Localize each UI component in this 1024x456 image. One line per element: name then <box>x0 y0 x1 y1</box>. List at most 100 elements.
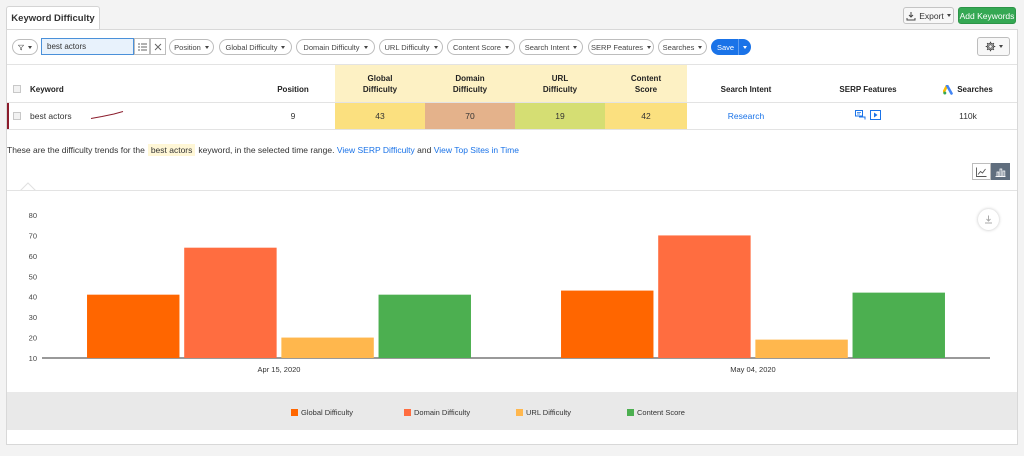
filter-pill-searches[interactable]: Searches <box>658 39 707 55</box>
filter-pill-serp-features[interactable]: SERP Features <box>588 39 654 55</box>
row-global-difficulty: 43 <box>335 103 425 129</box>
filter-pill-search-intent[interactable]: Search Intent <box>519 39 583 55</box>
bar <box>184 247 277 358</box>
filter-funnel-button[interactable] <box>12 39 38 55</box>
y-tick-label: 20 <box>29 334 37 343</box>
chevron-down-icon <box>204 45 209 49</box>
col-header-position[interactable]: Position <box>277 85 309 94</box>
pill-label: URL Difficulty <box>384 42 430 52</box>
pill-label: Position <box>174 42 201 52</box>
list-icon <box>137 43 147 50</box>
bar <box>87 294 180 358</box>
col-header-serp-features[interactable]: SERP Features <box>839 85 897 94</box>
view-serp-difficulty-link[interactable]: View SERP Difficulty <box>336 145 415 155</box>
y-tick-label: 80 <box>29 211 37 220</box>
export-button[interactable]: Export <box>903 7 954 24</box>
clear-search-button[interactable] <box>150 38 166 55</box>
bar <box>852 292 945 358</box>
download-icon <box>906 11 916 20</box>
bar <box>755 339 848 358</box>
legend-label: URL Difficulty <box>526 408 572 417</box>
legend-item[interactable]: URL Difficulty <box>516 408 571 417</box>
legend-swatch <box>404 409 411 416</box>
tab-keyword-difficulty[interactable]: Keyword Difficulty <box>6 6 100 30</box>
bar-chart-toggle[interactable] <box>991 163 1010 180</box>
line-chart-toggle[interactable] <box>972 163 991 180</box>
trend-middle: keyword, in the selected time range. <box>198 145 335 155</box>
bar <box>281 337 374 358</box>
save-dropdown-toggle[interactable] <box>738 39 751 55</box>
view-top-sites-link[interactable]: View Top Sites in Time <box>433 145 519 155</box>
table-row[interactable] <box>7 103 1017 129</box>
row-position: 9 <box>290 111 296 121</box>
col-header-content-score[interactable]: Content Score <box>630 74 662 94</box>
y-tick-label: 40 <box>29 293 37 302</box>
legend-label: Global Difficulty <box>301 408 353 417</box>
google-ads-icon <box>943 84 954 95</box>
keyword-search-input[interactable]: best actors <box>41 38 134 55</box>
legend-item[interactable]: Global Difficulty <box>291 408 353 417</box>
divider <box>7 129 1017 130</box>
filter-pill-url-difficulty[interactable]: URL Difficulty <box>379 39 443 55</box>
export-label: Export <box>919 10 944 21</box>
col-header-global-difficulty[interactable]: Global Difficulty <box>362 74 398 94</box>
line-chart-icon <box>976 167 987 177</box>
filter-pill-position[interactable]: Position <box>169 39 214 55</box>
legend-label: Content Score <box>637 408 685 417</box>
chevron-down-icon <box>363 45 368 49</box>
divider <box>7 102 1017 103</box>
pill-label: Content Score <box>453 42 501 52</box>
bar <box>561 290 654 358</box>
chevron-down-icon <box>28 45 32 49</box>
searches-header-label: Searches <box>957 85 993 94</box>
pill-label: SERP Features <box>591 42 643 52</box>
bar-chart-icon <box>995 168 1006 177</box>
list-view-button[interactable] <box>134 38 150 55</box>
add-keywords-button[interactable]: Add Keywords <box>958 7 1016 24</box>
trend-keyword: best actors <box>147 144 196 156</box>
chart-download-button[interactable] <box>978 209 999 230</box>
chevron-down-icon <box>698 45 703 49</box>
y-tick-label: 70 <box>29 231 37 240</box>
legend-item[interactable]: Content Score <box>627 408 685 417</box>
settings-button[interactable] <box>977 37 1010 56</box>
keyword-trend-sparkline <box>90 111 124 119</box>
difficulty-bar-chart: 10 20 30 40 50 60 70 80 Apr 15, 2020 May 04, 2020 <box>29 211 990 374</box>
row-keyword: best actors <box>30 111 72 121</box>
pill-label: Global Difficulty <box>225 42 278 52</box>
trend-and: and <box>417 145 432 155</box>
x-tick-label: Apr 15, 2020 <box>258 365 301 374</box>
filter-pill-content-score[interactable]: Content Score <box>447 39 515 55</box>
video-icon[interactable] <box>870 110 881 120</box>
filter-pill-global-difficulty[interactable]: Global Difficulty <box>219 39 292 55</box>
row-searches: 110k <box>959 111 977 121</box>
header-highlight <box>335 65 687 102</box>
legend-item[interactable]: Domain Difficulty <box>404 408 470 417</box>
filter-pill-domain-difficulty[interactable]: Domain Difficulty <box>296 39 375 55</box>
pill-label: Domain Difficulty <box>303 42 360 52</box>
chevron-down-icon <box>946 14 951 17</box>
row-domain-difficulty: 70 <box>425 103 515 129</box>
download-icon <box>985 215 992 224</box>
col-header-keyword[interactable]: Keyword <box>30 85 64 94</box>
row-serp-features <box>855 110 881 120</box>
col-header-url-difficulty[interactable]: URL Difficulty <box>542 74 578 94</box>
trend-prefix: These are the difficulty trends for the <box>7 145 145 155</box>
add-keywords-label: Add Keywords <box>959 10 1015 21</box>
save-filter-button[interactable]: Save <box>711 39 751 55</box>
col-header-searches[interactable]: Searches <box>938 84 998 95</box>
y-tick-label: 50 <box>29 272 37 281</box>
col-header-domain-difficulty[interactable]: Domain Difficulty <box>452 74 488 94</box>
bar <box>378 294 471 358</box>
bar <box>658 235 751 358</box>
funnel-icon <box>18 44 24 50</box>
row-checkbox[interactable] <box>13 112 21 120</box>
chevron-down-icon <box>504 45 509 49</box>
select-all-checkbox[interactable] <box>13 85 21 93</box>
related-questions-icon[interactable] <box>855 110 866 120</box>
trend-description: These are the difficulty trends for the … <box>7 144 519 156</box>
col-header-search-intent[interactable]: Search Intent <box>720 85 772 94</box>
chevron-down-icon <box>573 45 578 49</box>
legend-swatch <box>516 409 523 416</box>
row-search-intent-link[interactable]: Research <box>727 111 765 121</box>
